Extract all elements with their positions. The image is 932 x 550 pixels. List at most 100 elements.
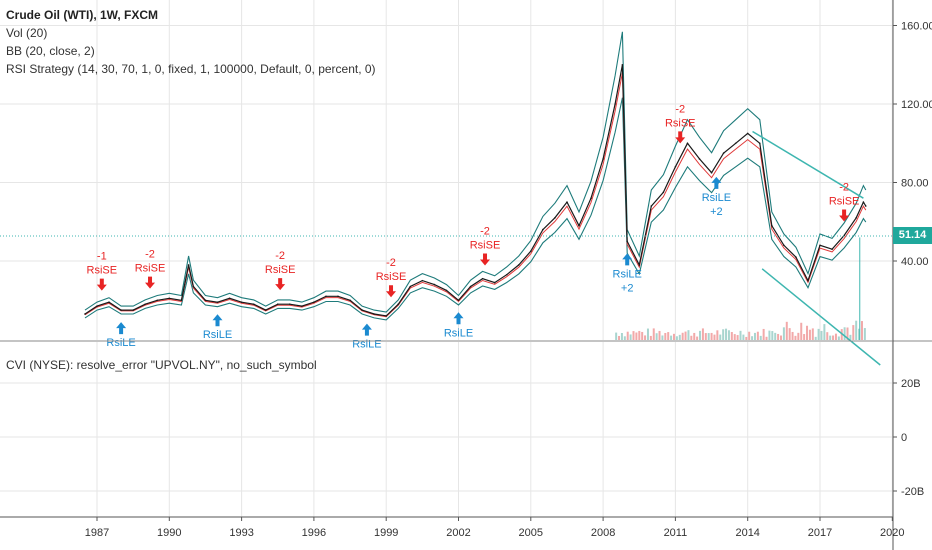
bollinger-study-label[interactable]: BB (20, close, 2) [6,44,95,58]
volume-bar [797,332,800,340]
short-signal-label: RsiSE [829,195,860,207]
volume-bar [863,328,866,340]
cvi-tick-label: 0 [901,432,907,444]
price-point [204,299,207,302]
volume-bar [638,330,641,340]
volume-bar [739,330,742,340]
price-point [795,256,797,258]
price-point [192,285,195,288]
volume-bar [846,327,849,340]
volume-bar [779,335,782,340]
volume-bar [855,320,858,340]
x-tick-label: 2017 [808,527,832,539]
x-tick-label: 2011 [664,527,688,539]
volume-bar [690,335,693,340]
short-entry-arrow [839,209,850,222]
price-point [862,201,865,203]
short-signal-label: RsiSE [470,239,501,251]
volume-bar [664,332,667,340]
cvi-tick-label: 20B [901,378,921,390]
long-signal-qty: +2 [621,282,634,294]
price-point [289,303,291,305]
volume-bar [791,331,794,340]
volume-bar [832,335,835,340]
volume-bar [800,322,803,340]
volume-bar [667,332,670,340]
volume-bar [823,324,826,340]
price-point [96,305,98,307]
cvi-tick-label: -20B [901,486,924,498]
long-signal-qty: +2 [710,206,723,218]
x-tick-label: 2002 [446,527,470,539]
volume-bar [722,329,725,340]
x-tick-label: 2020 [880,527,904,539]
volume-bar [811,328,814,340]
chart-legend: Crude Oil (WTI), 1W, FXCM Vol (20) BB (2… [6,6,376,78]
price-point [373,313,375,315]
volume-bar [751,336,754,340]
long-signal-label: RsiLE [702,192,731,204]
x-tick-label: 1987 [85,527,109,539]
price-point [590,197,592,199]
volume-bar [658,330,661,340]
y-tick-label: 160.00 [901,21,932,33]
volume-bar [670,335,673,340]
volume-bar [748,331,751,340]
short-signal-label: RsiSE [376,271,407,283]
volume-bar [701,328,704,340]
volume-bar [736,335,739,340]
long-signal-label: RsiLE [106,337,135,349]
price-point [807,279,809,282]
volume-bar [716,330,719,340]
volume-bar [834,333,837,340]
cvi-study-label[interactable]: CVI (NYSE): resolve_error "UPVOL.NY", no… [6,358,317,372]
volume-bar [710,332,713,340]
volume-bar [655,333,658,340]
price-point [783,244,785,247]
price-point [722,152,725,154]
volume-bar [661,335,664,340]
price-point [554,217,556,219]
short-signal-qty: -2 [275,250,285,262]
volume-bar [725,328,728,340]
volume-bar [782,327,785,340]
volume-bar [860,321,863,340]
price-point [349,299,351,302]
price-point [445,289,448,292]
volume-bar [858,328,861,340]
symbol-title[interactable]: Crude Oil (WTI), 1W, FXCM [6,8,158,22]
rsi-strategy-label[interactable]: RSI Strategy (14, 30, 70, 1, 0, fixed, 1… [6,62,376,76]
price-point [614,103,616,105]
volume-bar [681,332,684,340]
short-entry-arrow [96,278,107,291]
price-point [313,301,315,304]
short-signal-qty: -2 [145,249,155,261]
trendline-lower [761,268,881,366]
price-axis[interactable]: 160.00 120.00 80.00 40.00 [893,21,932,269]
time-axis[interactable]: 1987 1990 1993 1996 1999 2002 2005 2008 2011 2014… [85,517,905,539]
price-point [108,301,110,304]
price-point [132,309,134,311]
short-signal-qty: -1 [97,251,107,263]
price-point [385,315,388,317]
price-point [84,313,86,315]
price-point [855,217,857,219]
price-point [686,142,689,145]
volume-bar [730,332,733,340]
price-point [621,63,624,66]
volume-bar [623,336,626,340]
volume-bar [675,336,678,340]
price-point [264,309,267,311]
volume-bar [620,333,623,340]
price-point [493,281,496,284]
cvi-axis[interactable]: 20B 0 -20B [893,378,924,498]
volume-study-label[interactable]: Vol (20) [6,26,48,40]
volume-bar [696,336,699,340]
bb-upper-band [84,31,867,313]
short-signal-label: RsiSE [135,263,166,275]
volume-bar [852,325,855,340]
short-entry-arrow [480,253,491,266]
volume-bar [762,328,765,340]
price-point [180,299,183,302]
